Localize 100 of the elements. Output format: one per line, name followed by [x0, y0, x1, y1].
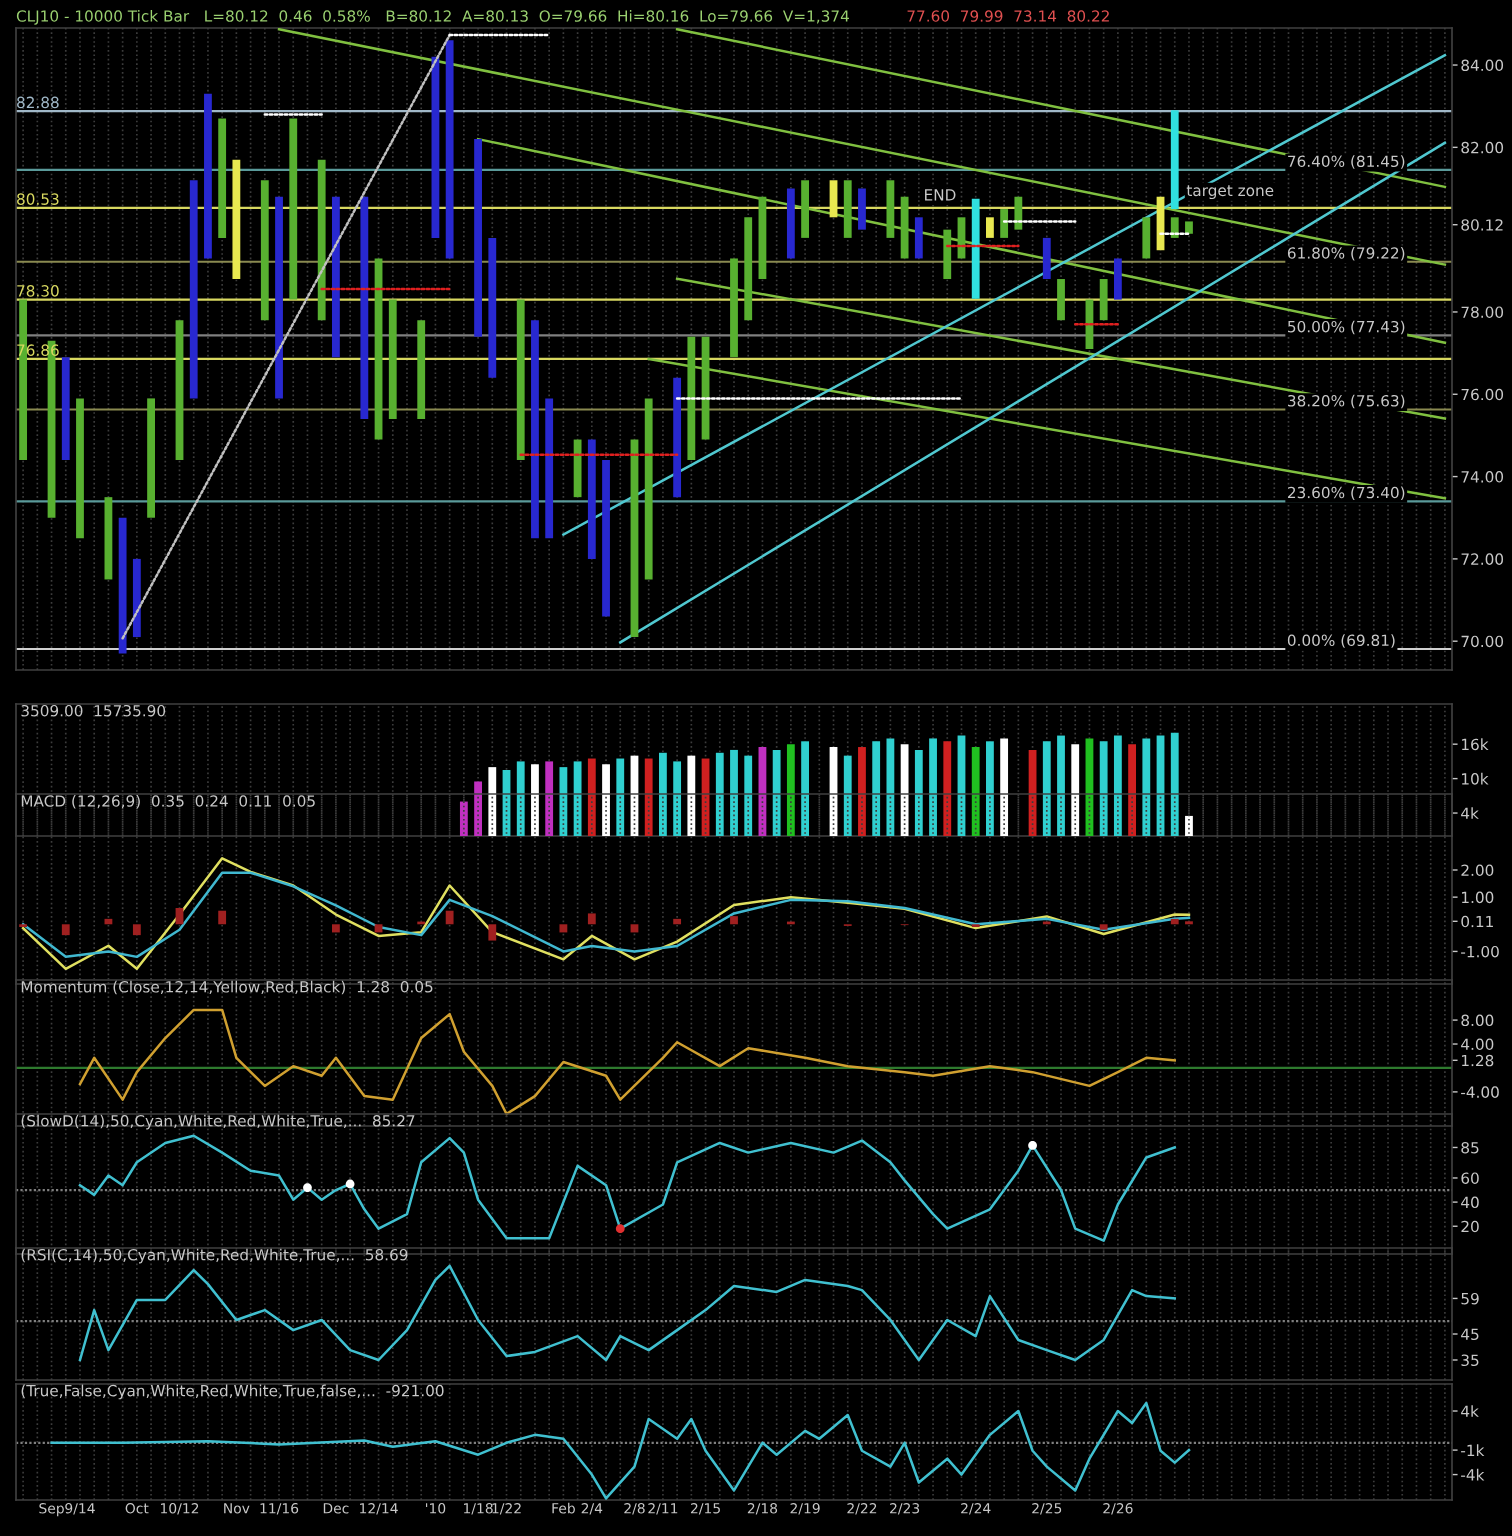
- bar: [1014, 196, 1023, 230]
- bar: [132, 558, 141, 638]
- bar: [388, 299, 397, 419]
- bar: [573, 439, 582, 498]
- bar: [971, 198, 980, 299]
- bar: [488, 924, 497, 941]
- bar: [147, 398, 155, 518]
- bar: [843, 180, 852, 238]
- bar: [986, 741, 994, 836]
- bar: [843, 755, 852, 836]
- bar: [1128, 744, 1137, 836]
- bar: [644, 398, 653, 580]
- bar: [331, 924, 340, 933]
- bar: [260, 180, 269, 321]
- bar: [218, 910, 227, 925]
- line-series: [78, 1134, 1176, 1242]
- bar: [459, 801, 468, 836]
- point: [1028, 1140, 1037, 1150]
- bar: [232, 159, 241, 280]
- bar: [1113, 735, 1122, 836]
- point: [615, 1224, 625, 1234]
- bar: [772, 749, 781, 836]
- line-series: [21, 857, 1191, 971]
- bar: [1142, 217, 1151, 259]
- bar: [986, 217, 994, 238]
- bar: [1042, 237, 1051, 280]
- bar: [858, 188, 866, 230]
- bar: [417, 320, 426, 419]
- bar: [602, 764, 610, 836]
- bar: [886, 180, 895, 238]
- line-series: [50, 1401, 1191, 1500]
- bar: [914, 749, 923, 836]
- bar: [943, 741, 952, 836]
- bar: [687, 755, 696, 836]
- bar: [900, 744, 909, 836]
- bar: [218, 118, 227, 238]
- bar: [516, 299, 525, 461]
- bar: [331, 196, 340, 358]
- bar: [900, 196, 909, 259]
- bar: [786, 188, 795, 259]
- bar: [1142, 738, 1151, 836]
- bar: [801, 741, 809, 836]
- bar: [971, 747, 980, 836]
- bar: [587, 913, 596, 925]
- bar: [204, 93, 212, 259]
- bar: [474, 781, 482, 836]
- bar: [1057, 279, 1065, 321]
- bar: [929, 738, 937, 836]
- bar: [587, 439, 596, 559]
- bar: [786, 744, 795, 836]
- bar: [914, 217, 923, 259]
- bar: [1057, 735, 1065, 836]
- bar: [744, 217, 753, 321]
- bar: [317, 159, 326, 321]
- bar: [61, 357, 70, 461]
- bar: [118, 517, 127, 654]
- bar: [673, 377, 682, 498]
- bar: [659, 752, 667, 836]
- line-series: [78, 1008, 1176, 1116]
- bar: [730, 749, 738, 836]
- bar: [559, 924, 568, 933]
- bar: [872, 741, 881, 836]
- bar: [730, 258, 738, 358]
- bar: [1113, 258, 1122, 300]
- bar: [673, 761, 682, 836]
- bar: [1099, 279, 1108, 321]
- line-series: [78, 1264, 1176, 1362]
- bar: [175, 320, 184, 461]
- bar: [886, 738, 895, 836]
- bar: [1170, 918, 1179, 925]
- bar: [445, 910, 454, 925]
- bar: [1042, 741, 1051, 836]
- bar: [275, 196, 283, 399]
- bar: [61, 924, 70, 936]
- bar: [488, 767, 497, 836]
- bar: [943, 229, 952, 280]
- bar: [360, 196, 369, 419]
- bar: [531, 764, 539, 836]
- bar: [132, 924, 141, 936]
- bar: [516, 761, 525, 836]
- bar: [1170, 732, 1179, 836]
- bar: [545, 398, 554, 539]
- bar: [474, 139, 482, 337]
- bar: [289, 118, 298, 300]
- bar: [1000, 209, 1009, 238]
- bar: [1185, 221, 1193, 234]
- bar: [1099, 924, 1108, 930]
- point: [303, 1183, 312, 1193]
- bar: [1000, 738, 1009, 836]
- bar: [1071, 744, 1080, 836]
- bar: [1170, 217, 1179, 238]
- point: [345, 1179, 355, 1189]
- bar: [531, 320, 539, 539]
- bar: [715, 752, 724, 836]
- line-series: [21, 871, 1191, 959]
- bar: [1170, 110, 1179, 210]
- bar: [1099, 741, 1108, 836]
- bar: [76, 398, 84, 539]
- bar: [587, 758, 596, 836]
- bar: [858, 747, 866, 836]
